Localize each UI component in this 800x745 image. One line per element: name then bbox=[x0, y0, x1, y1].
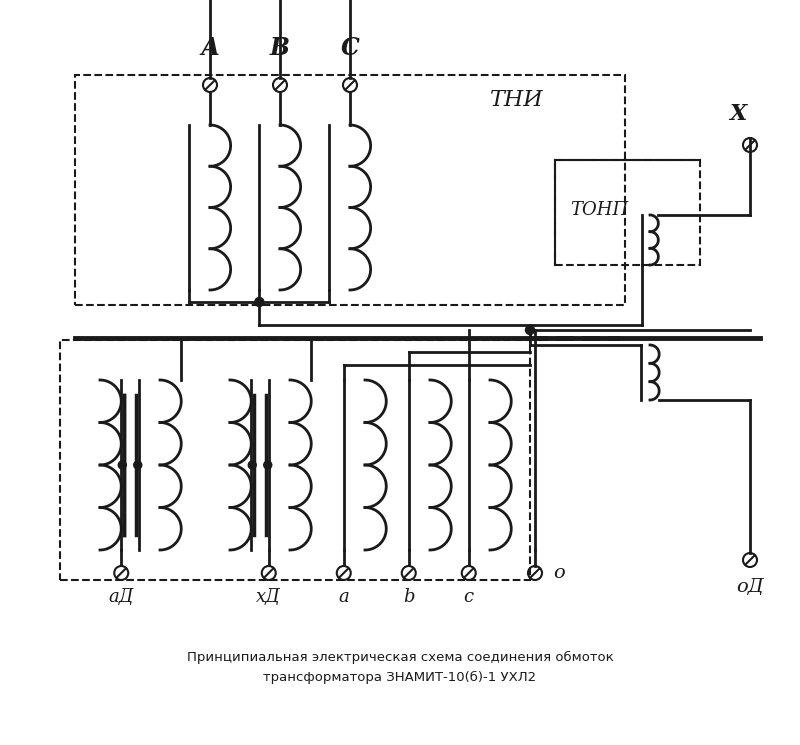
Circle shape bbox=[248, 461, 256, 469]
Circle shape bbox=[134, 461, 142, 469]
Bar bbox=[555, 160, 700, 265]
Text: аД: аД bbox=[109, 588, 134, 606]
Text: А: А bbox=[200, 36, 220, 60]
Text: о: о bbox=[553, 564, 565, 582]
Bar bbox=[60, 340, 530, 580]
Text: ТОНП: ТОНП bbox=[570, 201, 628, 219]
Text: b: b bbox=[403, 588, 414, 606]
Circle shape bbox=[264, 461, 272, 469]
Text: В: В bbox=[270, 36, 290, 60]
Circle shape bbox=[526, 326, 534, 335]
Text: Принципиальная электрическая схема соединения обмоток: Принципиальная электрическая схема соеди… bbox=[186, 650, 614, 664]
Text: Х: Х bbox=[730, 103, 746, 125]
Text: трансформатора ЗНАМИТ-10(б)-1 УХЛ2: трансформатора ЗНАМИТ-10(б)-1 УХЛ2 bbox=[263, 670, 537, 684]
Text: оД: оД bbox=[736, 578, 764, 596]
Text: а: а bbox=[338, 588, 349, 606]
Text: С: С bbox=[341, 36, 359, 60]
Text: с: с bbox=[464, 588, 474, 606]
Circle shape bbox=[118, 461, 126, 469]
Text: хД: хД bbox=[256, 588, 281, 606]
Text: ТНИ: ТНИ bbox=[490, 89, 544, 111]
Bar bbox=[75, 75, 625, 305]
Circle shape bbox=[255, 297, 264, 306]
